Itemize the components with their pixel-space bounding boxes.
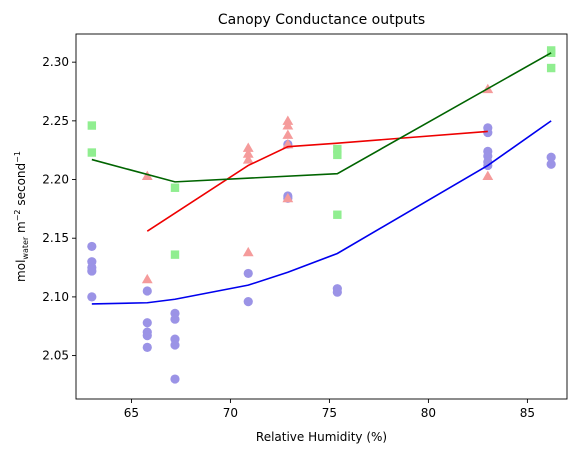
series-1-point-10 — [142, 342, 152, 352]
series-1-point-17 — [243, 296, 253, 307]
y-axis-label-exp2: −1 — [13, 151, 22, 163]
series-3-trend-line — [91, 52, 552, 183]
series-2-point-9 — [282, 129, 294, 139]
series-3-point-6 — [333, 150, 342, 160]
series-1-point-15 — [170, 374, 180, 384]
y-tick-label: 2.25 — [42, 114, 69, 128]
y-axis-label-subscript: water — [21, 236, 30, 260]
series-2-point-2 — [141, 273, 153, 284]
series-2-trend-line — [146, 130, 488, 232]
series-1-point-9 — [142, 331, 152, 341]
series-2-point-1 — [141, 170, 153, 181]
series-1-point-12 — [170, 314, 180, 324]
series-1-point-29 — [546, 152, 556, 162]
x-tick-label: 80 — [421, 406, 436, 420]
series-1-point-16 — [243, 268, 253, 279]
y-tick-label: 2.05 — [42, 349, 69, 363]
y-tick-label: 2.20 — [42, 173, 69, 187]
series-1-point-6 — [142, 286, 152, 296]
chart-axes: 65 70 75 80 85 2.05 2.10 2.15 2.20 2.25 2.30 — [42, 33, 568, 420]
series-3-point-4 — [170, 250, 180, 259]
series-1-trend-line — [91, 120, 552, 305]
series-1-point-7 — [142, 318, 152, 328]
plot-frame — [75, 33, 568, 400]
x-tick-label: 85 — [520, 406, 535, 420]
series-1-point-4 — [87, 266, 97, 276]
series-1-point-30 — [546, 159, 556, 169]
series-2-point-11 — [282, 192, 294, 203]
series-2-point-5 — [242, 154, 254, 164]
series-2-point-6 — [242, 246, 254, 257]
series-2-point-3 — [242, 142, 254, 152]
y-tick-label: 2.10 — [42, 290, 69, 304]
y-axis-label: molwater m−2 second−1 — [13, 151, 30, 282]
x-axis-label: Relative Humidity (%) — [256, 430, 387, 444]
series-2-point-8 — [282, 120, 294, 130]
chart-title: Canopy Conductance outputs — [218, 12, 425, 28]
series-3-point-5 — [333, 144, 342, 154]
y-axis-label-exp1: −2 — [13, 209, 22, 221]
series-3-point-1 — [87, 121, 97, 130]
series-2-point-4 — [242, 148, 254, 158]
series-1-point-24 — [483, 127, 493, 138]
x-tick-label: 75 — [322, 406, 337, 420]
series-3-point-2 — [87, 148, 97, 157]
y-tick-label: 2.30 — [42, 55, 69, 69]
y-tick-label: 2.15 — [42, 231, 69, 245]
y-axis-label-area: m — [14, 221, 28, 237]
y-axis-label-unit: mol — [14, 260, 28, 282]
x-tick-label: 65 — [124, 406, 139, 420]
series-3-point-3 — [170, 183, 180, 192]
series-2-point-13 — [482, 170, 494, 181]
series-1-point-14 — [170, 340, 180, 350]
series-1-point-22 — [332, 287, 342, 297]
chart-marks — [87, 46, 556, 384]
series-1-point-5 — [87, 292, 97, 302]
series-3-point-10 — [546, 63, 556, 73]
y-axis-label-time: second — [14, 163, 28, 210]
series-3-point-7 — [333, 210, 342, 219]
series-1-point-1 — [87, 241, 97, 252]
x-tick-label: 70 — [223, 406, 238, 420]
